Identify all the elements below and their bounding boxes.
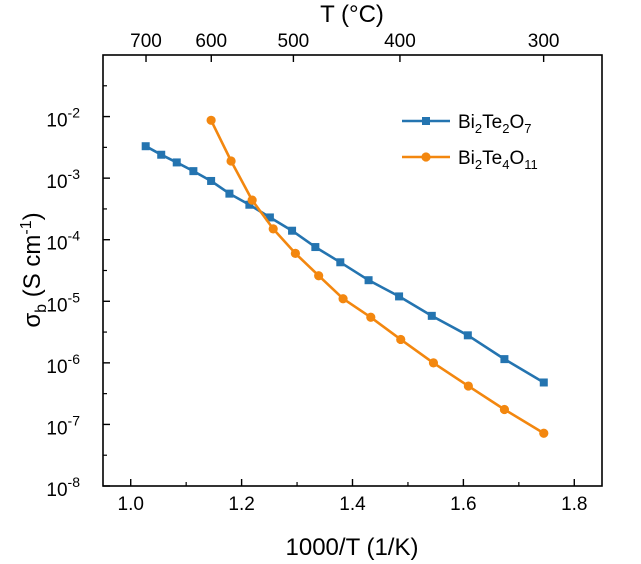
data-point-circle: [338, 294, 348, 304]
y-tick-exponent: -3: [68, 166, 81, 182]
y-tick-base: 10: [46, 418, 67, 439]
data-point-circle: [463, 381, 473, 391]
x-tick-label: 1.4: [339, 494, 366, 515]
data-point-square: [265, 213, 274, 222]
y-tick-base: 10: [46, 172, 67, 193]
data-point-circle: [290, 248, 300, 258]
y-tick-base: 10: [46, 111, 67, 132]
data-point-circle: [314, 271, 324, 281]
x-tick-label: 1.2: [228, 494, 254, 515]
x-tick-label: 1.0: [118, 494, 144, 515]
y-tick-exponent: -6: [68, 351, 81, 367]
data-point-circle: [366, 312, 376, 322]
data-point-square: [141, 142, 150, 151]
y-axis-title-superscript: -1: [18, 220, 35, 234]
top-tick-label: 300: [528, 31, 560, 52]
data-point-square: [500, 355, 509, 364]
legend-label-part: 4: [502, 157, 509, 172]
data-point-square: [427, 311, 436, 320]
legend-label-0: Bi2Te2O7: [458, 112, 531, 136]
legend-label-part: Bi: [458, 112, 475, 133]
legend-label-part: 7: [524, 121, 531, 136]
legend-label-part: Te: [482, 148, 502, 169]
data-point-circle: [268, 224, 278, 234]
y-tick-exponent: -8: [68, 474, 81, 490]
top-tick-label: 500: [278, 31, 310, 52]
data-point-square: [336, 258, 345, 267]
data-point-square: [157, 150, 166, 159]
y-axis-title-units: (S cm: [19, 235, 46, 304]
legend-label-part: Te: [482, 112, 502, 133]
y-tick-label: 10-5: [46, 289, 80, 316]
y-tick-base: 10: [46, 295, 67, 316]
data-point-square: [245, 200, 254, 209]
y-tick-exponent: -4: [68, 228, 81, 244]
data-point-circle: [396, 334, 406, 345]
data-point-circle: [247, 195, 257, 205]
data-point-square: [288, 226, 297, 235]
y-tick-base: 10: [46, 480, 67, 501]
y-tick-label: 10-6: [46, 351, 80, 378]
data-point-circle: [499, 404, 510, 415]
y-tick-base: 10: [46, 234, 67, 255]
legend-marker-square: [422, 117, 430, 125]
legend-label-part: O: [509, 148, 524, 169]
legend-label-part: 11: [524, 157, 538, 172]
top-tick-label: 400: [384, 31, 416, 52]
series-line-0: [145, 145, 545, 384]
data-point-square: [207, 176, 216, 185]
legend-label-part: 2: [475, 157, 482, 172]
data-point-square: [364, 276, 373, 285]
data-point-circle: [428, 358, 439, 368]
y-tick-exponent: -5: [68, 289, 81, 305]
y-axis-title-symbol: σ: [19, 313, 46, 328]
legend-label-part: 2: [475, 121, 482, 136]
data-point-square: [539, 378, 548, 387]
y-tick-label: 10-4: [46, 228, 80, 255]
data-point-square: [225, 189, 234, 198]
data-point-square: [189, 167, 198, 176]
data-point-square: [311, 243, 320, 252]
y-axis-title-subscript: b: [33, 304, 50, 313]
y-tick-exponent: -2: [68, 105, 81, 121]
legend-marker-circle: [421, 152, 431, 162]
top-tick-label: 700: [130, 31, 162, 52]
y-tick-label: 10-3: [46, 166, 80, 193]
x-tick-label: 1.8: [561, 494, 587, 515]
x-axis-title: 1000/T (1/K): [286, 534, 419, 561]
top-axis-title: T (°C): [320, 1, 384, 28]
data-point-circle: [539, 428, 549, 438]
y-tick-exponent: -7: [68, 412, 81, 428]
y-tick-base: 10: [46, 357, 67, 378]
data-point-square: [463, 331, 472, 340]
data-point-circle: [226, 156, 236, 166]
y-tick-label: 10-7: [46, 412, 80, 439]
legend-label-part: 2: [502, 121, 509, 136]
data-point-circle: [206, 115, 216, 125]
y-axis-title: σb (S cm-1): [18, 212, 50, 327]
data-point-square: [395, 292, 404, 301]
data-point-square: [172, 158, 181, 167]
legend-label-1: Bi2Te4O11: [458, 148, 538, 172]
top-tick-label: 600: [195, 31, 227, 52]
y-tick-label: 10-2: [46, 105, 80, 132]
series-layer: [141, 115, 549, 438]
x-tick-label: 1.6: [450, 494, 476, 515]
y-axis-title-close: ): [19, 212, 46, 220]
legend-label-part: Bi: [458, 148, 475, 169]
legend-label-part: O: [509, 112, 524, 133]
y-tick-label: 10-8: [46, 474, 80, 501]
